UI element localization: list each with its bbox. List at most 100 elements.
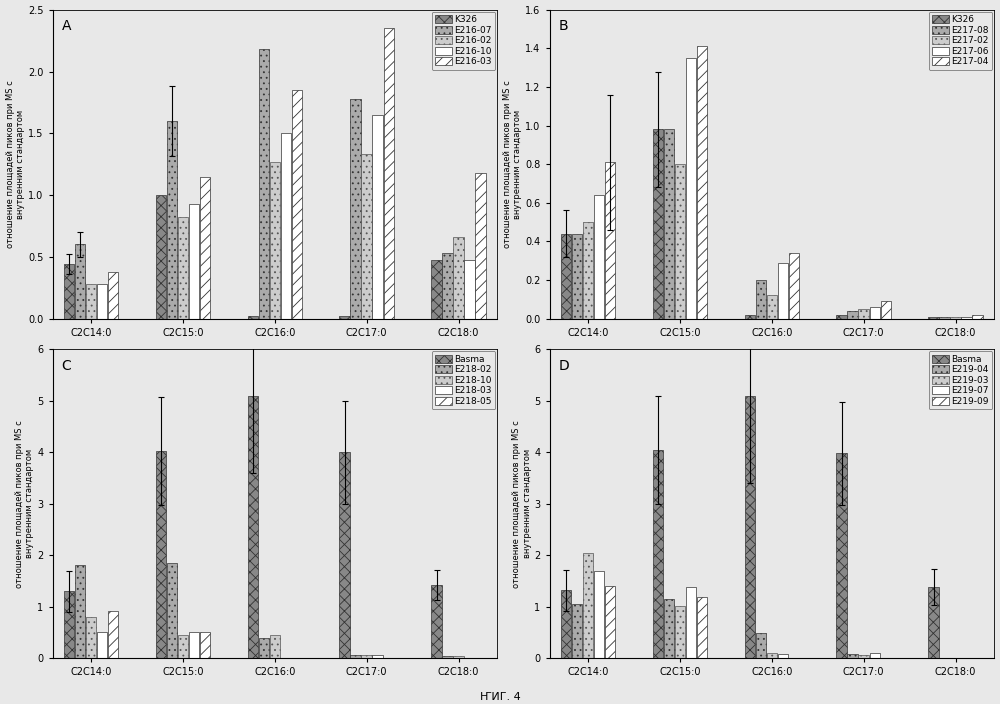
Bar bbox=[442, 656, 453, 658]
Bar bbox=[939, 317, 950, 318]
Bar bbox=[270, 635, 280, 658]
Bar bbox=[339, 452, 350, 658]
Bar bbox=[167, 562, 177, 658]
Legend: K326, E216-07, E216-02, E216-10, E216-03: K326, E216-07, E216-02, E216-10, E216-03 bbox=[432, 12, 495, 70]
Bar bbox=[156, 451, 166, 658]
Bar bbox=[928, 587, 939, 658]
Bar bbox=[64, 591, 74, 658]
Bar bbox=[789, 253, 799, 318]
Bar bbox=[97, 284, 107, 318]
Bar bbox=[950, 317, 961, 318]
Bar bbox=[108, 610, 118, 658]
Bar bbox=[836, 453, 847, 658]
Bar bbox=[361, 655, 372, 658]
Bar bbox=[64, 264, 74, 318]
Bar bbox=[778, 654, 788, 658]
Bar bbox=[350, 655, 361, 658]
Legend: K326, E217-08, E217-02, E217-06, E217-04: K326, E217-08, E217-02, E217-06, E217-04 bbox=[929, 12, 992, 70]
Bar bbox=[745, 315, 755, 318]
Bar bbox=[156, 195, 166, 318]
Bar bbox=[928, 317, 939, 318]
Bar bbox=[248, 396, 258, 658]
Bar bbox=[972, 315, 983, 318]
Bar bbox=[836, 315, 847, 318]
Bar bbox=[675, 164, 685, 318]
Bar bbox=[870, 653, 880, 658]
Bar bbox=[475, 172, 486, 318]
Text: C: C bbox=[61, 358, 71, 372]
Bar bbox=[583, 222, 593, 318]
Y-axis label: отношение площадей пиков при MS с
внутренним стандартом: отношение площадей пиков при MS с внутре… bbox=[6, 80, 25, 248]
Bar bbox=[189, 203, 199, 318]
Bar bbox=[767, 296, 777, 318]
Bar bbox=[108, 272, 118, 318]
Y-axis label: отношение площадей пиков при MS с
внутренним стандартом: отношение площадей пиков при MS с внутре… bbox=[512, 420, 532, 588]
Bar bbox=[686, 58, 696, 318]
Bar bbox=[961, 317, 972, 318]
Text: D: D bbox=[558, 358, 569, 372]
Bar bbox=[664, 130, 674, 318]
Y-axis label: отношение площадей пиков при MS с
внутренним стандартом: отношение площадей пиков при MS с внутре… bbox=[15, 420, 34, 588]
Bar bbox=[431, 585, 442, 658]
Text: ҤИГ. 4: ҤИГ. 4 bbox=[480, 693, 520, 703]
Bar bbox=[847, 310, 858, 318]
Bar bbox=[870, 307, 880, 318]
Bar bbox=[281, 133, 291, 318]
Bar bbox=[178, 635, 188, 658]
Legend: Basma, E218-02, E218-10, E218-03, E218-05: Basma, E218-02, E218-10, E218-03, E218-0… bbox=[432, 351, 495, 410]
Bar bbox=[86, 617, 96, 658]
Bar bbox=[339, 316, 350, 318]
Bar bbox=[464, 260, 475, 318]
Bar bbox=[167, 121, 177, 318]
Bar bbox=[697, 597, 707, 658]
Bar bbox=[292, 90, 302, 318]
Bar bbox=[384, 28, 394, 318]
Bar bbox=[664, 599, 674, 658]
Bar bbox=[453, 237, 464, 318]
Y-axis label: отношение площадей пиков при MS с
внутренним стандартом: отношение площадей пиков при MS с внутре… bbox=[503, 80, 522, 248]
Bar bbox=[259, 49, 269, 318]
Bar bbox=[583, 553, 593, 658]
Legend: Basma, E219-04, E219-03, E219-07, E219-09: Basma, E219-04, E219-03, E219-07, E219-0… bbox=[929, 351, 992, 410]
Bar bbox=[858, 309, 869, 318]
Bar bbox=[572, 234, 582, 318]
Text: A: A bbox=[61, 19, 71, 33]
Bar bbox=[697, 46, 707, 318]
Bar bbox=[756, 280, 766, 318]
Bar bbox=[372, 655, 383, 658]
Bar bbox=[442, 253, 453, 318]
Bar bbox=[594, 570, 604, 658]
Bar bbox=[653, 130, 663, 318]
Bar bbox=[350, 99, 361, 318]
Bar bbox=[572, 604, 582, 658]
Text: B: B bbox=[558, 19, 568, 33]
Bar bbox=[97, 632, 107, 658]
Bar bbox=[75, 565, 85, 658]
Bar bbox=[756, 634, 766, 658]
Bar bbox=[594, 195, 604, 318]
Bar bbox=[431, 260, 442, 318]
Bar bbox=[745, 396, 755, 658]
Bar bbox=[675, 605, 685, 658]
Bar bbox=[453, 656, 464, 658]
Bar bbox=[686, 587, 696, 658]
Bar bbox=[561, 234, 571, 318]
Bar bbox=[653, 450, 663, 658]
Bar bbox=[200, 177, 210, 318]
Bar bbox=[847, 654, 858, 658]
Bar bbox=[561, 590, 571, 658]
Bar bbox=[767, 653, 777, 658]
Bar bbox=[605, 162, 615, 318]
Bar bbox=[200, 632, 210, 658]
Bar bbox=[858, 655, 869, 658]
Bar bbox=[259, 639, 269, 658]
Bar bbox=[881, 301, 891, 318]
Bar bbox=[270, 162, 280, 318]
Bar bbox=[372, 115, 383, 318]
Bar bbox=[605, 586, 615, 658]
Bar bbox=[778, 263, 788, 318]
Bar bbox=[86, 284, 96, 318]
Bar bbox=[178, 218, 188, 318]
Bar bbox=[248, 316, 258, 318]
Bar bbox=[189, 632, 199, 658]
